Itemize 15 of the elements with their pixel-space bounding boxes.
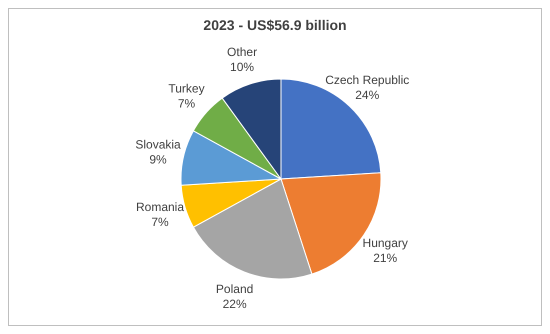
data-label: 21%: [373, 250, 398, 265]
slice-label: Hungary: [362, 236, 408, 250]
slice-label: Turkey: [168, 82, 205, 96]
slice-label: Poland: [216, 282, 254, 296]
data-label: 7%: [178, 96, 196, 111]
data-label: 24%: [355, 88, 380, 102]
slice-label: Romania: [136, 200, 184, 214]
slice-label: Other: [227, 45, 258, 60]
data-label: 22%: [222, 297, 247, 312]
data-label: 9%: [149, 152, 168, 167]
slice-label: Czech Republic: [325, 73, 410, 88]
slice-label: Slovakia: [135, 138, 182, 152]
data-label: 7%: [151, 215, 170, 230]
chart-title: 2023 - US$56.9 billion: [202, 17, 348, 33]
data-label: 10%: [230, 60, 254, 74]
